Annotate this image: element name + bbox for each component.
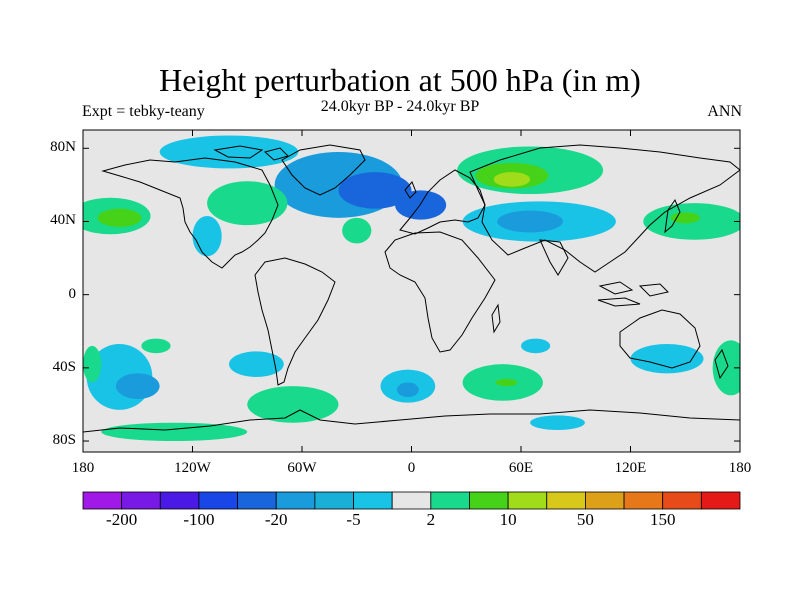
coastline-australia bbox=[619, 309, 701, 369]
contour-south-pacific-west bbox=[141, 338, 171, 354]
lon-tick-label: 60W bbox=[287, 460, 317, 476]
colorbar-tick-label: -200 bbox=[106, 510, 138, 529]
axis-ticks bbox=[82, 130, 741, 452]
coastline-japan bbox=[664, 198, 681, 234]
colorbar-swatch bbox=[623, 491, 664, 510]
coastline-new-zealand bbox=[714, 348, 729, 380]
lon-tick-label: 60E bbox=[508, 460, 534, 476]
lat-tick-label: 40N bbox=[50, 212, 76, 229]
contour-north-atlantic-core bbox=[338, 172, 412, 209]
contour-southern-ocean-pacific bbox=[101, 422, 248, 442]
contour-southern-ocean bbox=[530, 415, 585, 431]
contour-central-asia-core bbox=[497, 210, 563, 233]
lon-tick-label: 0 bbox=[407, 460, 416, 476]
coastline-britain bbox=[404, 181, 417, 199]
plot-subtitle: 24.0kyr BP - 24.0kyr BP bbox=[320, 98, 480, 115]
experiment-label: Expt = tebky-teany bbox=[82, 103, 205, 120]
contour-south-america-west bbox=[229, 351, 284, 377]
lat-tick-label: 80N bbox=[50, 139, 76, 156]
lon-tick-label: 120W bbox=[174, 460, 211, 476]
contour-north-pacific-core bbox=[97, 208, 142, 227]
contour-fill-layer bbox=[83, 135, 740, 442]
contour-australia bbox=[630, 344, 704, 374]
coastline-asia bbox=[469, 144, 740, 273]
contour-south-america-east bbox=[247, 386, 339, 423]
contour-south-pacific-far-west bbox=[83, 345, 102, 383]
lon-tick-label: 120E bbox=[614, 460, 647, 476]
colorbar-swatch bbox=[700, 491, 741, 510]
coastline-south-america bbox=[254, 257, 336, 386]
plot-title: Height perturbation at 500 hPa (in m) bbox=[159, 62, 641, 98]
lat-tick-label: 80S bbox=[52, 432, 76, 449]
colorbar-tick-label: 10 bbox=[499, 510, 517, 529]
colorbar-swatch bbox=[430, 491, 470, 510]
coastline-antarctica bbox=[83, 409, 740, 433]
contour-mid-atlantic bbox=[342, 217, 372, 244]
contour-south-africa bbox=[521, 338, 551, 354]
lat-tick-label: 0 bbox=[68, 285, 77, 302]
colorbar-swatch bbox=[469, 491, 509, 510]
contour-indian-ocean-core bbox=[495, 378, 518, 387]
colorbar-tick-label: -20 bbox=[264, 510, 288, 529]
contour-new-zealand bbox=[712, 340, 740, 396]
lat-tick-label: 40S bbox=[52, 358, 76, 375]
contour-south-pacific-core bbox=[115, 373, 160, 399]
coastline-indonesia bbox=[597, 281, 669, 307]
colorbar-swatch bbox=[121, 491, 161, 510]
coastline-europe bbox=[399, 169, 486, 235]
colorbar bbox=[82, 491, 741, 510]
colorbar-tick-label: -100 bbox=[183, 510, 215, 529]
colorbar-swatch bbox=[662, 491, 702, 510]
colorbar-swatch bbox=[546, 491, 586, 510]
season-label: ANN bbox=[707, 103, 742, 120]
colorbar-swatch bbox=[391, 491, 432, 510]
coastline-africa bbox=[384, 231, 496, 353]
coastline-arctic-islands bbox=[213, 145, 289, 161]
colorbar-swatch bbox=[353, 491, 393, 510]
colorbar-swatch bbox=[198, 491, 238, 510]
coastline-madagascar bbox=[491, 303, 501, 334]
contour-siberia-peak bbox=[493, 172, 531, 187]
colorbar-swatch bbox=[314, 491, 354, 510]
contour-south-atlantic-core bbox=[396, 382, 419, 398]
colorbar-swatch bbox=[275, 491, 316, 510]
lon-tick-label: 180 bbox=[71, 460, 95, 476]
colorbar-tick-label: 150 bbox=[649, 510, 676, 529]
coastline-greenland bbox=[281, 144, 366, 196]
coastline-india bbox=[539, 239, 569, 276]
lon-tick-label: 180 bbox=[728, 460, 752, 476]
coastline-layer bbox=[83, 144, 740, 433]
contour-north-america bbox=[207, 181, 288, 226]
contour-arctic-canada bbox=[159, 135, 299, 169]
colorbar-swatch bbox=[237, 491, 277, 510]
colorbar-tick-label: -5 bbox=[346, 510, 361, 529]
colorbar-swatch bbox=[585, 491, 625, 510]
contour-east-pacific bbox=[192, 215, 222, 257]
contour-europe bbox=[395, 190, 447, 220]
coastline-north-america bbox=[101, 157, 279, 269]
colorbar-tick-label: 2 bbox=[426, 510, 436, 529]
colorbar-swatch bbox=[507, 491, 548, 510]
map-background bbox=[83, 130, 740, 452]
colorbar-swatch bbox=[82, 491, 123, 510]
colorbar-tick-label: 50 bbox=[576, 510, 594, 529]
colorbar-swatch bbox=[159, 491, 200, 510]
